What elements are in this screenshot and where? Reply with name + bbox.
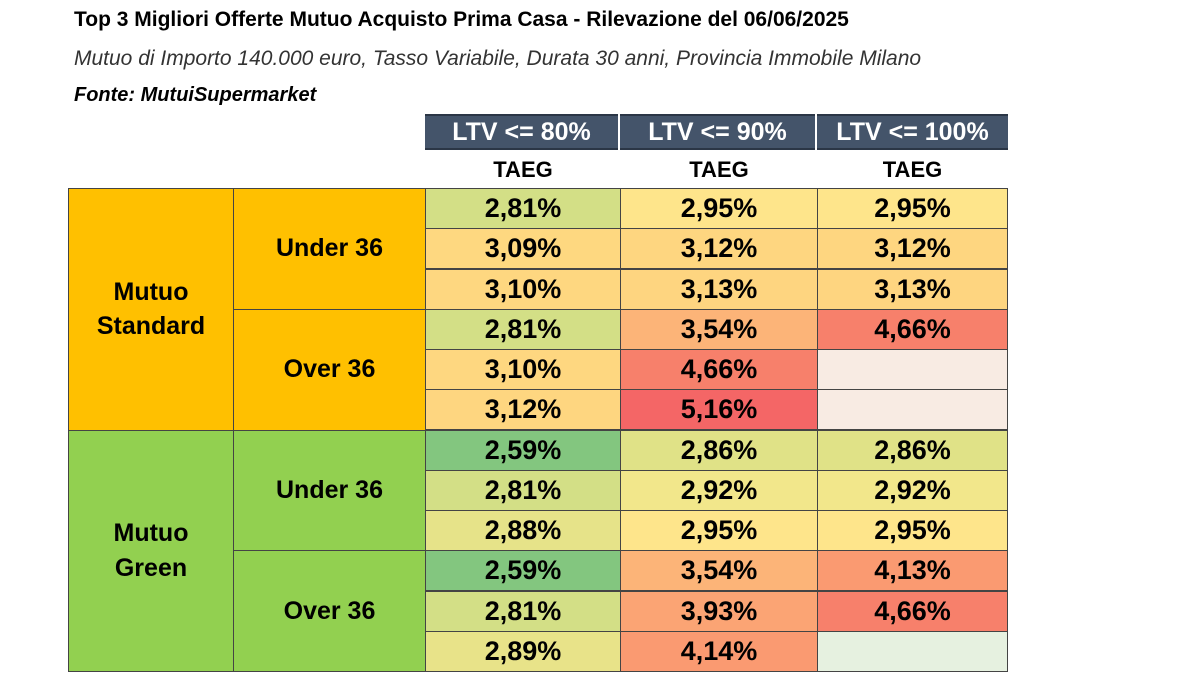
- rate-cell: [817, 349, 1008, 390]
- subgroup-under-36: Under 36: [233, 429, 426, 552]
- rate-cell: 3,13%: [817, 268, 1008, 310]
- rate-cell: 3,13%: [620, 268, 818, 310]
- rate-cell: 2,92%: [620, 469, 818, 511]
- ltv-header-3: LTV <= 100%: [817, 114, 1008, 150]
- rate-cell: 2,92%: [817, 469, 1008, 511]
- rate-cell: 2,86%: [817, 429, 1008, 471]
- rate-cell: 2,95%: [817, 188, 1008, 229]
- group-name-line1: Mutuo: [113, 277, 189, 306]
- rate-cell: 4,13%: [817, 550, 1008, 592]
- ltv-header-1: LTV <= 80%: [425, 114, 618, 150]
- group-mutuo-green: Mutuo Green: [68, 429, 234, 672]
- rate-cell: 2,89%: [425, 630, 621, 672]
- rate-cell: 3,12%: [425, 389, 621, 431]
- rate-cell: 2,81%: [425, 188, 621, 229]
- table-subtitle: Mutuo di Importo 140.000 euro, Tasso Var…: [74, 47, 922, 70]
- rate-cell: 3,12%: [817, 228, 1008, 270]
- rate-cell: 2,59%: [425, 550, 621, 592]
- rate-cell: 4,66%: [817, 590, 1008, 632]
- rate-cell: 2,81%: [425, 469, 621, 511]
- group-name-line2: Green: [114, 553, 188, 582]
- rate-cell: 3,54%: [620, 550, 818, 592]
- rate-cell: 4,66%: [817, 308, 1008, 350]
- rate-cell: 3,10%: [425, 268, 621, 310]
- group-mutuo-standard: Mutuo Standard: [68, 188, 234, 431]
- rate-cell: 2,86%: [620, 429, 818, 471]
- rate-cell: 2,88%: [425, 510, 621, 551]
- rate-cell: 4,66%: [620, 349, 818, 390]
- rate-cell: 3,09%: [425, 228, 621, 270]
- rate-cell: 3,54%: [620, 308, 818, 350]
- taeg-label-1: TAEG: [493, 157, 553, 182]
- rate-cell: 5,16%: [620, 389, 818, 431]
- table-title: Top 3 Migliori Offerte Mutuo Acquisto Pr…: [74, 8, 849, 31]
- taeg-label-2: TAEG: [689, 157, 749, 182]
- rate-cell: 2,95%: [620, 188, 818, 229]
- taeg-label-3: TAEG: [882, 157, 943, 182]
- rate-cell: 3,93%: [620, 590, 818, 632]
- data-source: Fonte: MutuiSupermarket: [74, 84, 317, 106]
- rate-cell: 2,81%: [425, 308, 621, 350]
- group-name-line1: Mutuo: [113, 519, 189, 548]
- rate-cell: [817, 389, 1008, 431]
- subgroup-over-36: Over 36: [233, 550, 426, 672]
- subgroup-under-36: Under 36: [233, 188, 426, 310]
- rate-cell: 2,95%: [817, 510, 1008, 551]
- rate-cell: 2,59%: [425, 429, 621, 471]
- rate-cell: 2,95%: [620, 510, 818, 551]
- rate-cell: 3,10%: [425, 349, 621, 390]
- ltv-header-2: LTV <= 90%: [620, 114, 815, 150]
- subgroup-over-36: Over 36: [233, 308, 426, 431]
- rate-cell: [817, 630, 1008, 672]
- rate-cell: 4,14%: [620, 630, 818, 672]
- group-name-line2: Standard: [96, 312, 206, 341]
- rate-cell: 3,12%: [620, 228, 818, 270]
- rate-cell: 2,81%: [425, 590, 621, 632]
